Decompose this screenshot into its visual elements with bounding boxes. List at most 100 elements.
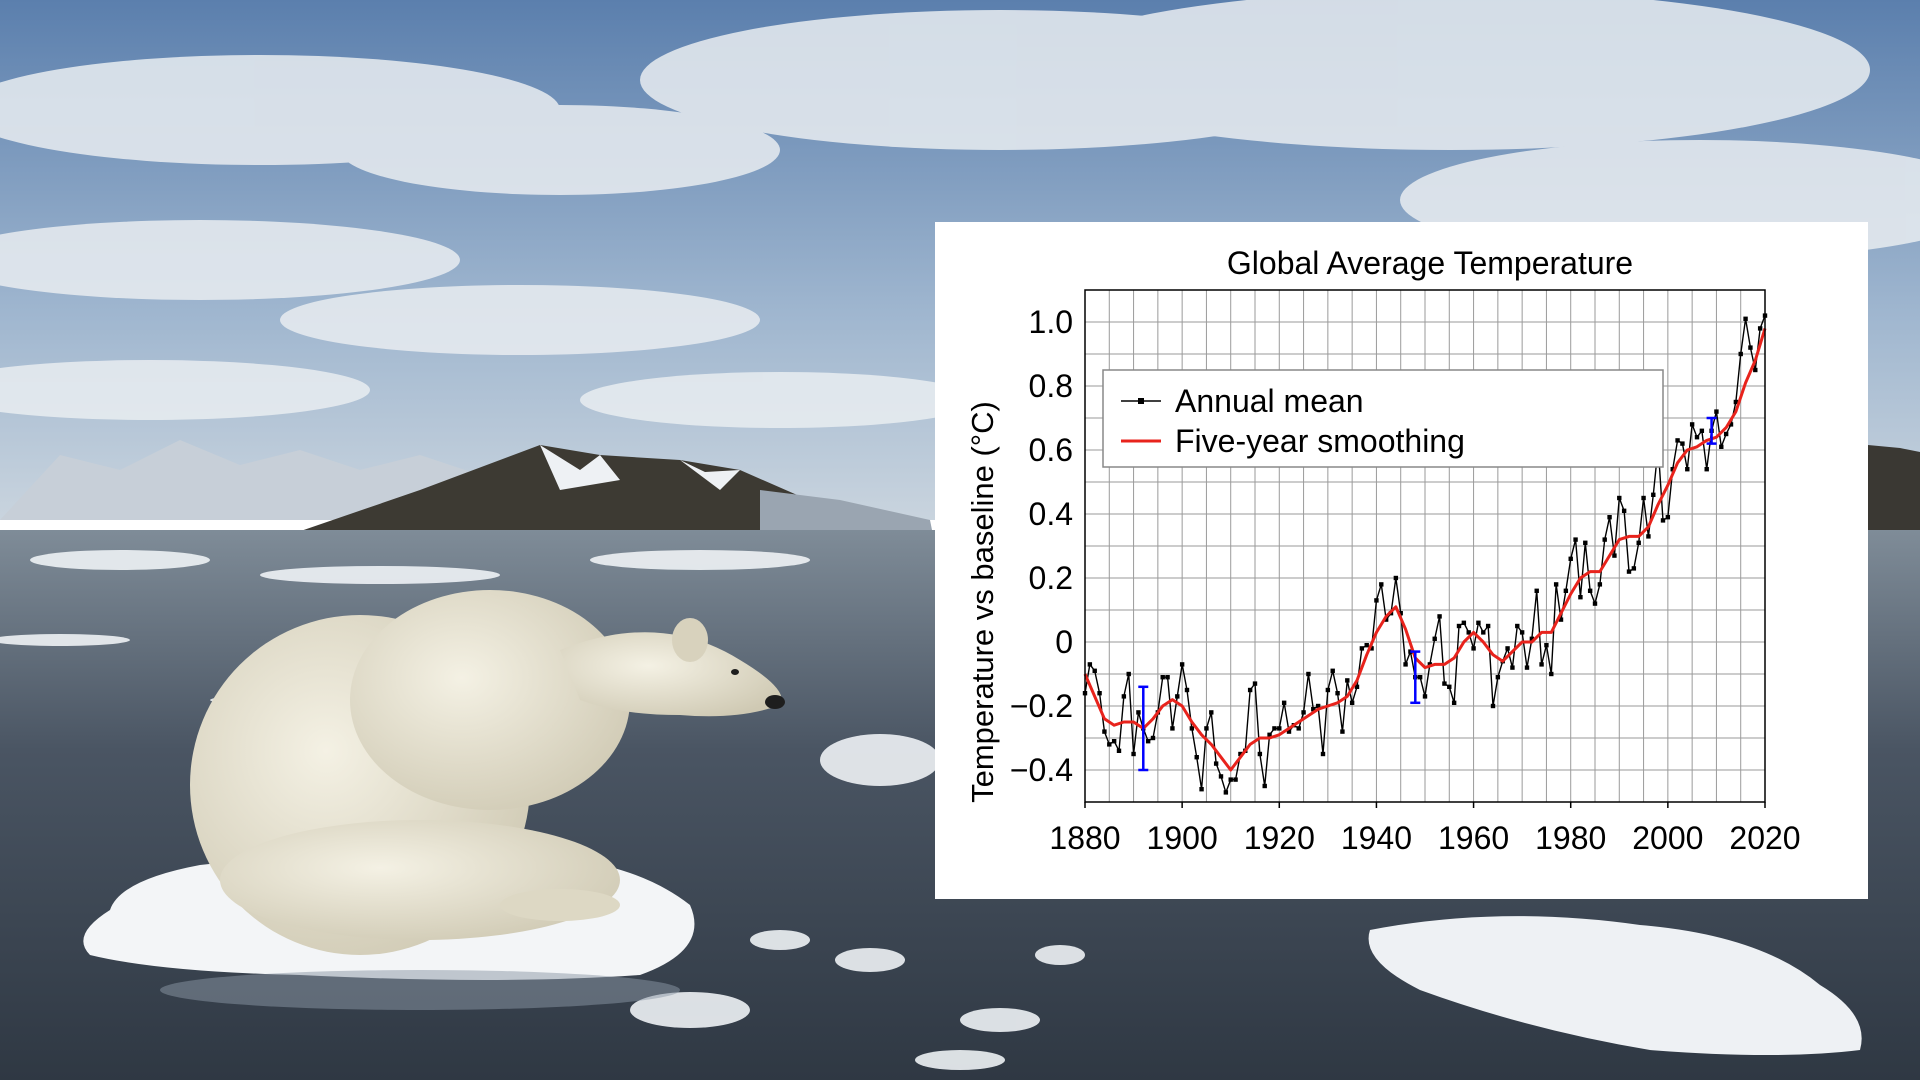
annual-mean-point bbox=[1136, 710, 1141, 715]
annual-mean-point bbox=[1107, 742, 1112, 747]
annual-mean-point bbox=[1646, 534, 1651, 539]
annual-mean-point bbox=[1485, 623, 1491, 629]
annual-mean-point bbox=[1587, 588, 1593, 593]
annual-mean-point bbox=[1369, 646, 1374, 651]
annual-mean-point bbox=[1660, 518, 1666, 523]
annual-mean-point bbox=[1592, 601, 1598, 606]
chart-series bbox=[1082, 313, 1768, 795]
annual-mean-point bbox=[1563, 588, 1569, 593]
annual-mean-point bbox=[1723, 431, 1729, 437]
annual-mean-point bbox=[1432, 636, 1437, 641]
annual-mean-point bbox=[1296, 726, 1301, 731]
annual-mean-point bbox=[1427, 662, 1433, 667]
x-tick-label: 2000 bbox=[1632, 820, 1703, 856]
annual-mean-point bbox=[1281, 700, 1287, 705]
annual-mean-point bbox=[1277, 726, 1282, 731]
chart-legend: Annual mean Five-year smoothing bbox=[1102, 369, 1664, 468]
y-tick-label: 0 bbox=[1055, 624, 1073, 660]
x-tick-label: 1960 bbox=[1438, 820, 1509, 856]
y-tick-label: −0.4 bbox=[1010, 752, 1073, 788]
annual-mean-point bbox=[1252, 681, 1258, 686]
annual-mean-point bbox=[1621, 508, 1627, 513]
annual-mean-point bbox=[1631, 566, 1637, 571]
annual-mean-point bbox=[1602, 537, 1607, 542]
annual-mean-point bbox=[1165, 675, 1170, 680]
annual-mean-point bbox=[1515, 623, 1520, 629]
legend-box bbox=[1102, 369, 1664, 468]
chart-panel: Global Average Temperature 1880 1900 1920 1… bbox=[935, 222, 1868, 899]
chart-grid bbox=[1084, 289, 1766, 803]
annual-mean-point bbox=[1175, 694, 1180, 699]
y-tick-label: −0.2 bbox=[1010, 688, 1073, 724]
annual-mean-point bbox=[1524, 665, 1530, 670]
annual-mean-point bbox=[1510, 665, 1515, 670]
chart-axes: 1880 1900 1920 1940 1960 1980 2000 2020 −0.4 −0.2… bbox=[1010, 289, 1801, 856]
annual-mean-point bbox=[1301, 710, 1306, 715]
plot-frame bbox=[1084, 289, 1766, 803]
annual-mean-point bbox=[1374, 598, 1379, 603]
annual-mean-point bbox=[1403, 662, 1408, 667]
annual-mean-point bbox=[1359, 646, 1365, 651]
annual-mean-point bbox=[1422, 694, 1428, 699]
annual-mean-point bbox=[1349, 700, 1355, 705]
y-tick-label: 0.2 bbox=[1029, 560, 1073, 596]
annual-mean-point bbox=[1209, 710, 1214, 715]
mountains bbox=[0, 440, 1920, 545]
annual-mean-point bbox=[1607, 515, 1612, 520]
annual-mean-point bbox=[1330, 668, 1335, 673]
annual-mean-point bbox=[1519, 630, 1525, 635]
annual-mean-point bbox=[1466, 630, 1471, 635]
annual-mean-point bbox=[1704, 467, 1709, 472]
annual-mean-point bbox=[1398, 611, 1403, 616]
annual-mean-point bbox=[1636, 540, 1641, 545]
annual-mean-point bbox=[1383, 617, 1389, 622]
annual-mean-point bbox=[1529, 636, 1535, 641]
temperature-chart: Global Average Temperature 1880 1900 1920 1… bbox=[965, 245, 1801, 856]
annual-mean-point bbox=[1170, 726, 1175, 731]
annual-mean-point bbox=[1753, 367, 1758, 373]
annual-mean-point bbox=[1184, 687, 1190, 693]
x-tick-label: 2020 bbox=[1729, 820, 1800, 856]
annual-mean-point bbox=[1617, 495, 1622, 501]
annual-mean-point bbox=[1179, 662, 1185, 667]
legend-annual-marker bbox=[1138, 398, 1144, 404]
annual-mean-point bbox=[1272, 726, 1277, 731]
polar-bear bbox=[190, 590, 785, 955]
annual-mean-point bbox=[1534, 588, 1539, 593]
annual-mean-point bbox=[1116, 748, 1122, 753]
annual-mean-point bbox=[1325, 687, 1331, 693]
chart-title: Global Average Temperature bbox=[1227, 245, 1633, 281]
annual-mean-point bbox=[1490, 703, 1496, 709]
annual-mean-point bbox=[1447, 684, 1452, 689]
annual-mean-point bbox=[1539, 662, 1544, 667]
legend-annual-label: Annual mean bbox=[1175, 383, 1364, 419]
annual-mean-point bbox=[1087, 662, 1093, 667]
annual-mean-point bbox=[1199, 787, 1204, 792]
annual-mean-point bbox=[1495, 675, 1501, 680]
annual-mean-point bbox=[1685, 467, 1690, 472]
annual-mean-point bbox=[1456, 623, 1462, 629]
annual-mean-point bbox=[1597, 582, 1603, 587]
annual-mean-point bbox=[1689, 422, 1695, 427]
annual-mean-point bbox=[1578, 595, 1583, 600]
annual-mean-point bbox=[1340, 729, 1345, 734]
annual-mean-point bbox=[1194, 755, 1199, 760]
ice-floes bbox=[0, 550, 1085, 1070]
annual-mean-point bbox=[1092, 668, 1097, 673]
x-tick-label: 1880 bbox=[1049, 820, 1120, 856]
annual-mean-point bbox=[1097, 691, 1102, 696]
annual-mean-point bbox=[1257, 751, 1263, 757]
five-year-smoothing-line bbox=[1083, 327, 1767, 772]
annual-mean-point bbox=[1437, 614, 1442, 619]
annual-mean-point bbox=[1315, 703, 1321, 709]
x-tick-label: 1900 bbox=[1147, 820, 1218, 856]
annual-mean-point bbox=[1160, 675, 1165, 680]
annual-mean-point bbox=[1694, 435, 1700, 440]
annual-mean-point bbox=[1354, 684, 1360, 689]
annual-mean-point bbox=[1218, 774, 1224, 779]
annual-mean-point bbox=[1320, 751, 1326, 757]
annual-mean-point bbox=[1345, 678, 1350, 683]
annual-mean-point bbox=[1743, 316, 1748, 321]
y-tick-label: 0.6 bbox=[1029, 432, 1073, 468]
annual-mean-point bbox=[1247, 687, 1253, 693]
